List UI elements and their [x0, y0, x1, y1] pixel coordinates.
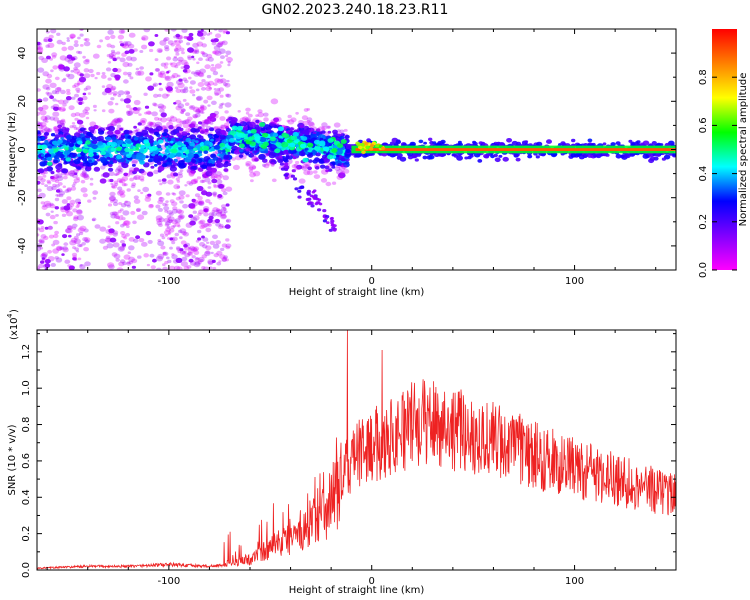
scale-note-exponent: 4 — [6, 313, 14, 318]
y-tick-label: 20 — [17, 95, 28, 108]
x-tick-label: -100 — [158, 576, 181, 587]
colorbar-tick-label: 0.2 — [698, 214, 709, 230]
y-tick-label: 0.4 — [21, 489, 32, 505]
colorbar-tick-label: 0.8 — [698, 69, 709, 85]
y-tick-label: 0 — [17, 146, 28, 152]
colorbar-label: Normalized spectral amplitude — [738, 73, 749, 227]
y-tick-label: 1.0 — [21, 380, 32, 396]
x-tick-label: -100 — [158, 276, 181, 287]
y-tick-label: -40 — [17, 238, 28, 254]
colorbar-gradient — [712, 29, 737, 270]
x-tick-label: 0 — [369, 276, 375, 287]
scale-note-text: (x10 — [9, 317, 20, 340]
y-axis-label: Frequency (Hz) — [7, 112, 18, 188]
y-tick-label: -20 — [17, 190, 28, 206]
y-tick-label: 0.2 — [21, 526, 32, 542]
x-tick-label: 100 — [565, 576, 584, 587]
colorbar: 0.0 0.2 0.4 0.6 0.8 Normalized spectral ampli… — [698, 29, 749, 278]
y-tick-label: 1.2 — [21, 344, 32, 360]
x-axis-label: Height of straight line (km) — [289, 287, 425, 298]
y-tick-label: 0.8 — [21, 417, 32, 433]
x-axis-label: Height of straight line (km) — [289, 585, 425, 596]
figure-title: GN02.2023.240.18.23.R11 — [261, 2, 449, 18]
x-tick-label: 100 — [565, 276, 584, 287]
colorbar-tick-label: 0.4 — [698, 166, 709, 182]
spectrogram-panel: -100 0 100 -40 -20 0 20 40 Height of straight li… — [7, 28, 677, 298]
y-tick-label: 0.0 — [21, 562, 32, 578]
snr-series-line — [37, 330, 676, 570]
spectrogram-image — [37, 29, 676, 270]
x-tick-label: 0 — [369, 576, 375, 587]
snr-frame — [36, 329, 677, 571]
snr-panel: -100 0 100 0.0 0.2 0.4 0.6 0.8 1.0 1.2 Height of s… — [6, 309, 677, 596]
scale-note-close: ) — [9, 309, 20, 313]
y-axis-label: SNR (10 * v/v) — [7, 424, 18, 495]
y-tick-label: 0.6 — [21, 453, 32, 469]
y-tick-label: 40 — [17, 47, 28, 60]
colorbar-tick-label: 0.0 — [698, 262, 709, 278]
colorbar-tick-label: 0.6 — [698, 117, 709, 133]
